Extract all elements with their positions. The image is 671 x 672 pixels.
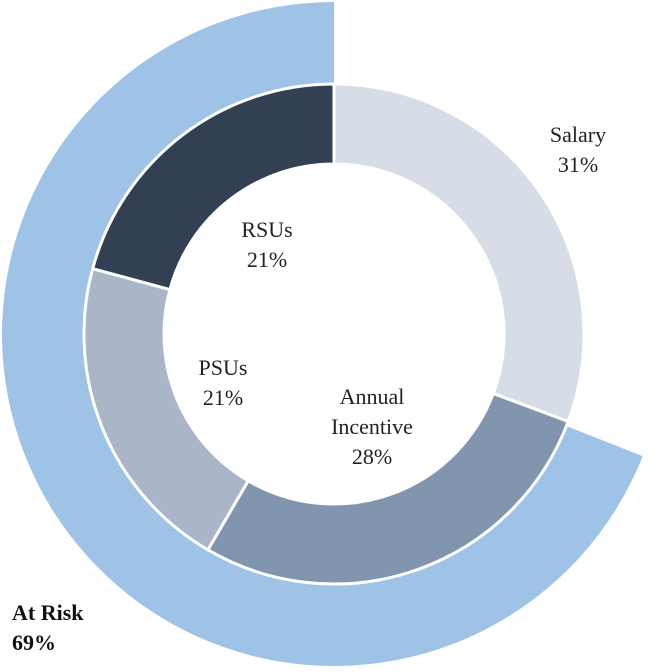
annual-incentive-label-name-1: Annual [339,384,405,409]
at-risk-label-name: At Risk [12,600,84,625]
salary-label-pct: 31% [557,152,599,177]
at-risk-label: At Risk 69% [12,598,132,658]
psus-label-name: PSUs [198,355,248,380]
at-risk-label-pct: 69% [12,630,56,655]
annual-incentive-label: Annual Incentive 28% [312,382,432,472]
annual-incentive-label-pct: 28% [351,444,393,469]
rsus-label: RSUs 21% [222,215,312,275]
psus-label: PSUs 21% [178,353,268,413]
inner-slice-rsus [90,82,336,292]
salary-label-name: Salary [549,122,607,147]
inner-slice-salary [332,82,586,424]
inner-ring [82,82,586,586]
annual-incentive-label-name-2: Incentive [331,414,413,439]
rsus-label-name: RSUs [241,217,293,242]
rsus-label-pct: 21% [246,247,288,272]
psus-label-pct: 21% [202,385,244,410]
salary-label: Salary 31% [528,120,628,180]
inner-slice-annual-incentive [205,391,571,586]
